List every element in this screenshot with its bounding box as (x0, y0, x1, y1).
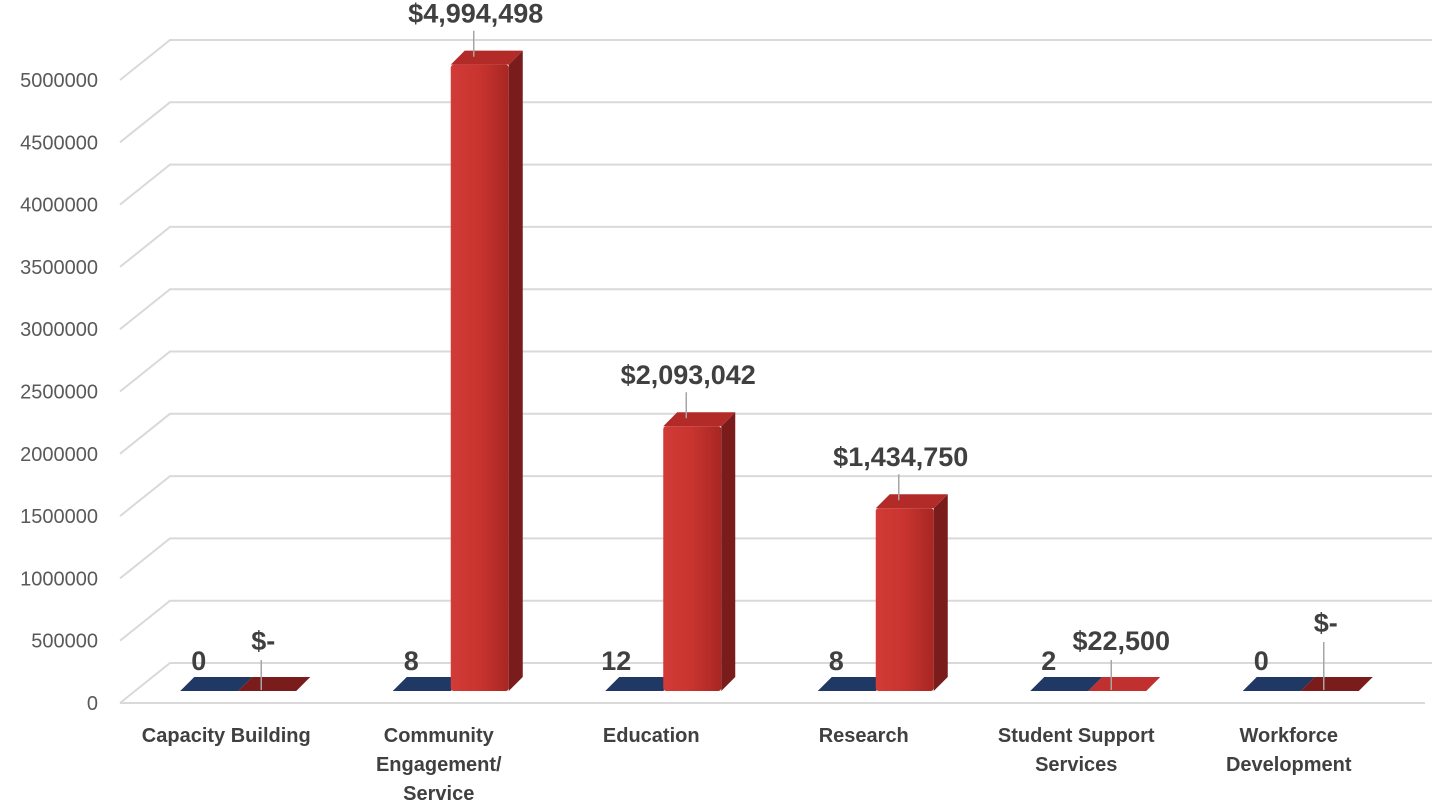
category-label: Community Engagement/Service (376, 725, 502, 803)
count-tile (180, 677, 253, 691)
y-tick-label: 1000000 (20, 568, 98, 590)
category-label: Capacity Building (142, 725, 311, 747)
gridline (119, 163, 1432, 206)
gridline (119, 475, 1432, 517)
bar-front (663, 426, 722, 691)
amount-tile (1088, 677, 1161, 691)
category-label-line: Community (384, 725, 495, 747)
category-label-line: Research (819, 725, 909, 747)
y-tick-label: 500000 (31, 631, 98, 653)
category-label-line: Education (603, 725, 700, 747)
category-label: Workforce Development (1226, 725, 1352, 776)
y-tick-label: 3500000 (20, 257, 98, 279)
category-label-line: Engagement/ (376, 754, 502, 776)
y-tick-label: 2000000 (20, 444, 98, 466)
category-label-line: Services (1035, 754, 1117, 776)
bar-side (933, 494, 948, 691)
bar-top (875, 494, 948, 509)
count-label: 0 (1254, 646, 1269, 676)
count-label: 8 (829, 646, 844, 676)
bar-side (508, 50, 523, 692)
gridline (119, 288, 1432, 330)
amount-label: $1,434,750 (833, 442, 968, 472)
gridline (119, 662, 1432, 704)
count-label: 0 (191, 646, 206, 676)
gridline (119, 350, 1432, 393)
y-tick-label: 3000000 (20, 319, 98, 341)
category-label-line: Workforce (1239, 725, 1338, 747)
count-tile (1030, 677, 1103, 691)
amount-tile (1300, 677, 1373, 691)
category-label-line: Service (403, 783, 474, 803)
count-label: 2 (1041, 646, 1056, 676)
y-tick-label: 5000000 (20, 70, 98, 92)
count-label: 12 (601, 646, 631, 676)
category-label: Education (603, 725, 700, 747)
gridline (119, 537, 1432, 580)
bar-top (450, 50, 523, 65)
y-tick-label: 4500000 (20, 132, 98, 154)
gridline (119, 101, 1432, 144)
gridline (119, 412, 1432, 455)
amount-label: $- (251, 626, 275, 656)
bar-front (450, 64, 509, 691)
amount-label: $22,500 (1072, 626, 1170, 656)
count-label: 8 (404, 646, 419, 676)
amount-label: $4,994,498 (408, 0, 543, 29)
category-label-line: Capacity Building (142, 725, 311, 747)
category-label-line: Development (1226, 754, 1352, 776)
bar-top (663, 412, 736, 427)
bar-side (721, 412, 736, 691)
y-tick-label: 4000000 (20, 195, 98, 217)
count-tile (605, 677, 678, 691)
count-tile (392, 677, 465, 691)
category-label: Research (819, 725, 909, 747)
gridline (119, 39, 1432, 81)
count-tile (1242, 677, 1315, 691)
y-tick-label: 2500000 (20, 382, 98, 404)
count-tile (817, 677, 890, 691)
amount-label: $- (1314, 608, 1338, 638)
y-tick-label: 0 (87, 693, 98, 715)
bar-front (875, 508, 934, 691)
category-label: Student Support Services (998, 725, 1155, 776)
y-tick-label: 1500000 (20, 506, 98, 528)
gridline (119, 599, 1432, 642)
category-label-line: Student Support (998, 725, 1155, 747)
amount-tile (238, 677, 311, 691)
amount-label: $2,093,042 (621, 360, 756, 390)
gridline (119, 225, 1432, 268)
